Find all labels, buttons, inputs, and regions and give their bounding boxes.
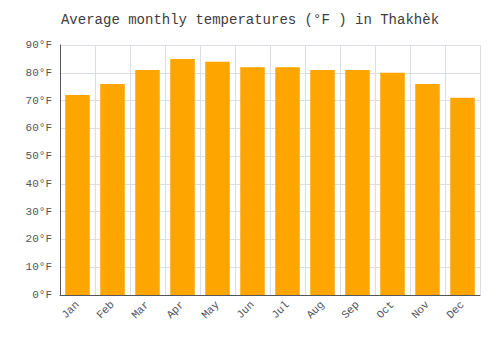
svg-text:30°F: 30°F — [26, 206, 52, 218]
svg-text:60°F: 60°F — [26, 122, 52, 134]
svg-text:10°F: 10°F — [26, 261, 52, 273]
svg-text:40°F: 40°F — [26, 178, 52, 190]
svg-text:80°F: 80°F — [26, 67, 52, 79]
svg-text:Jul: Jul — [269, 299, 291, 321]
svg-text:Jun: Jun — [234, 299, 256, 321]
svg-text:0°F: 0°F — [32, 289, 52, 301]
svg-text:Sep: Sep — [339, 299, 361, 321]
svg-text:70°F: 70°F — [26, 95, 52, 107]
svg-text:20°F: 20°F — [26, 233, 52, 245]
svg-text:Feb: Feb — [94, 299, 116, 321]
svg-text:Apr: Apr — [164, 299, 186, 321]
svg-text:May: May — [199, 298, 222, 321]
svg-text:Average monthly temperatures (: Average monthly temperatures (°F ) in Th… — [61, 12, 439, 28]
svg-text:Dec: Dec — [444, 299, 466, 321]
svg-text:Nov: Nov — [409, 298, 432, 321]
svg-text:90°F: 90°F — [26, 39, 52, 51]
svg-text:50°F: 50°F — [26, 150, 52, 162]
svg-text:Aug: Aug — [304, 299, 326, 321]
svg-text:Oct: Oct — [374, 299, 396, 321]
svg-text:Mar: Mar — [129, 299, 151, 321]
svg-text:Jan: Jan — [59, 299, 81, 321]
